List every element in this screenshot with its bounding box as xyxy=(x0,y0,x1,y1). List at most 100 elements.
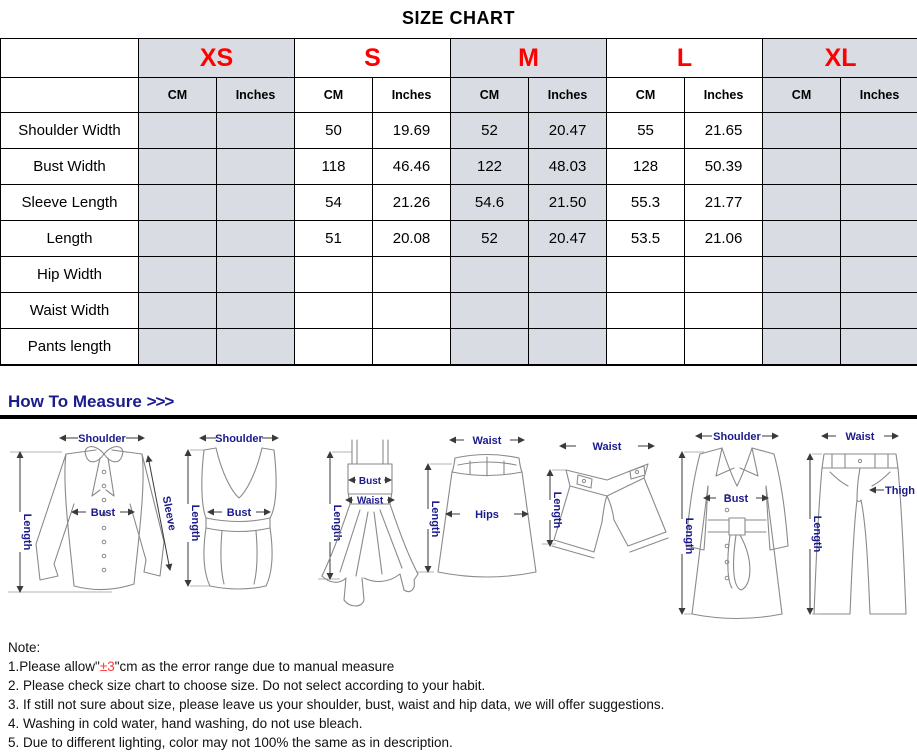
value-cell: 51 xyxy=(294,220,374,257)
value-cell xyxy=(528,292,608,329)
coat-bust-label: Bust xyxy=(724,493,749,505)
note-1-tolerance: ±3 xyxy=(99,658,115,674)
value-cell xyxy=(840,328,917,365)
dress-length-label: Length xyxy=(331,504,343,541)
dress-waist-label: Waist xyxy=(357,495,384,506)
figure-skirt: Waist Hips Length xyxy=(416,435,537,578)
value-cell: 20.47 xyxy=(528,220,608,257)
value-cell: 55.3 xyxy=(606,184,686,221)
measurement-diagrams-svg: Length Shoulder Bust Sleeve xyxy=(8,431,915,619)
shorts-length-label: Length xyxy=(551,491,563,528)
value-cell: 20.08 xyxy=(372,220,452,257)
value-cell xyxy=(606,328,686,365)
note-line-1: 1.Please allow"±3"cm as the error range … xyxy=(8,657,917,676)
unit-header-cm: CM xyxy=(606,77,686,113)
size-table: XS S M L XL CM Inches CM Inches CM Inche… xyxy=(0,38,917,366)
unit-header-inches: Inches xyxy=(684,77,764,113)
value-cell xyxy=(138,328,217,365)
value-cell xyxy=(138,256,217,293)
unit-header-inches: Inches xyxy=(372,77,452,113)
notes-heading: Note: xyxy=(8,639,41,655)
value-cell: 48.03 xyxy=(528,148,608,185)
corner-cell xyxy=(0,38,139,78)
corner-cell xyxy=(0,77,139,113)
value-cell xyxy=(684,292,764,329)
value-cell xyxy=(762,184,842,221)
measurement-row-label: Waist Width xyxy=(0,292,139,329)
value-cell xyxy=(372,328,452,365)
figure-pants: Waist Thigh Length xyxy=(806,431,915,615)
unit-header-inches: Inches xyxy=(215,77,296,113)
figure-dress: Length Bust Waist xyxy=(318,438,419,607)
size-header-row: XS S M L XL xyxy=(0,38,917,78)
size-header-xs: XS xyxy=(137,38,296,78)
table-row: Waist Width xyxy=(0,292,917,329)
unit-header-inches: Inches xyxy=(528,77,608,113)
value-cell xyxy=(372,256,452,293)
value-cell xyxy=(762,328,842,365)
value-cell xyxy=(215,292,296,329)
value-cell: 52 xyxy=(450,220,530,257)
value-cell: 21.26 xyxy=(372,184,452,221)
coat-length-label: Length xyxy=(683,517,695,554)
value-cell xyxy=(138,112,217,149)
value-cell: 21.77 xyxy=(684,184,764,221)
page-title: SIZE CHART xyxy=(402,8,515,28)
unit-header-cm: CM xyxy=(450,77,530,113)
value-cell xyxy=(215,220,296,257)
figure-sleeveless-top: Length Shoulder Bust xyxy=(184,433,279,590)
coat-shoulder-label: Shoulder xyxy=(713,431,761,443)
pants-length-label: Length xyxy=(811,515,823,552)
value-cell: 54 xyxy=(294,184,374,221)
how-to-measure-text: How To Measure xyxy=(8,391,142,411)
value-cell: 50.39 xyxy=(684,148,764,185)
size-header-m: M xyxy=(450,38,608,78)
value-cell: 53.5 xyxy=(606,220,686,257)
figure-shorts: Waist Length xyxy=(542,441,669,559)
figure-coat: Shoulder Bust Length xyxy=(678,431,789,619)
measurement-row-label: Pants length xyxy=(0,328,139,365)
notes-section: Note: 1.Please allow"±3"cm as the error … xyxy=(0,638,917,752)
value-cell xyxy=(450,256,530,293)
value-cell xyxy=(215,112,296,149)
value-cell xyxy=(450,292,530,329)
size-header-s: S xyxy=(294,38,452,78)
measurement-row-label: Length xyxy=(0,220,139,257)
value-cell xyxy=(762,220,842,257)
skirt-hips-label: Hips xyxy=(475,509,499,521)
value-cell xyxy=(762,148,842,185)
value-cell: 52 xyxy=(450,112,530,149)
blouse-sleeve-label: Sleeve xyxy=(160,495,178,532)
size-header-xl: XL xyxy=(762,38,917,78)
value-cell: 46.46 xyxy=(372,148,452,185)
value-cell xyxy=(294,328,374,365)
value-cell xyxy=(528,256,608,293)
note-1-post: "cm as the error range due to manual mea… xyxy=(114,658,395,674)
measurement-row-label: Shoulder Width xyxy=(0,112,139,149)
blouse-bust-label: Bust xyxy=(91,507,116,519)
table-row: Shoulder Width 50 19.69 52 20.47 55 21.6… xyxy=(0,112,917,149)
value-cell xyxy=(294,256,374,293)
table-row: Sleeve Length 54 21.26 54.6 21.50 55.3 2… xyxy=(0,184,917,221)
measurement-row-label: Hip Width xyxy=(0,256,139,293)
value-cell xyxy=(215,328,296,365)
value-cell xyxy=(215,184,296,221)
note-line-4: 4. Washing in cold water, hand washing, … xyxy=(8,715,363,731)
pants-waist-label: Waist xyxy=(846,431,875,443)
value-cell xyxy=(372,292,452,329)
note-line-5: 5. Due to different lighting, color may … xyxy=(8,734,453,750)
shorts-waist-label: Waist xyxy=(593,441,622,453)
value-cell xyxy=(840,148,917,185)
table-row: Hip Width xyxy=(0,256,917,293)
value-cell xyxy=(215,148,296,185)
value-cell: 118 xyxy=(294,148,374,185)
chevron-right-icons: >>> xyxy=(146,391,175,411)
value-cell xyxy=(138,148,217,185)
skirt-waist-label: Waist xyxy=(473,435,502,447)
measurement-diagrams: Length Shoulder Bust Sleeve xyxy=(0,424,917,634)
top-length-label: Length xyxy=(189,504,201,541)
top-shoulder-label: Shoulder xyxy=(215,433,263,445)
value-cell xyxy=(294,292,374,329)
dress-bust-label: Bust xyxy=(359,476,382,487)
table-row: Bust Width 118 46.46 122 48.03 128 50.39 xyxy=(0,148,917,185)
